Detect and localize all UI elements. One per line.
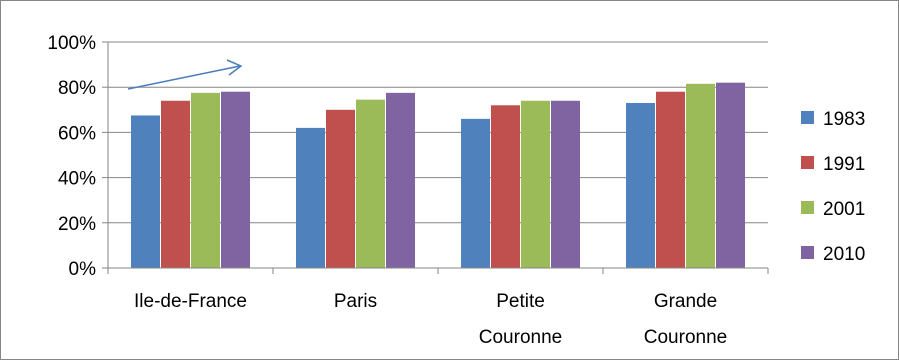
bar-1983 bbox=[626, 103, 655, 269]
x-category-label: Paris bbox=[334, 291, 377, 312]
legend-label: 1983 bbox=[823, 109, 865, 130]
x-axis-category-labels: Ile-de-France Paris Petite Couronne Grande Co… bbox=[134, 291, 727, 348]
legend-swatch bbox=[801, 201, 814, 214]
bar-2010 bbox=[716, 82, 745, 269]
bar-2010 bbox=[221, 91, 250, 268]
trend-arrow-annotation bbox=[127, 59, 243, 90]
y-tick-label: 60% bbox=[58, 123, 96, 144]
y-tick-label: 0% bbox=[69, 259, 97, 280]
arrow-shaft bbox=[127, 65, 241, 90]
bar-1983 bbox=[131, 115, 160, 268]
x-category-label: Grande bbox=[654, 291, 717, 312]
bar-2001 bbox=[356, 99, 385, 268]
legend-swatch bbox=[801, 246, 814, 259]
bar-1983 bbox=[461, 118, 490, 268]
y-axis-tick-labels: 0% 20% 40% 60% 80% 100% bbox=[47, 33, 96, 280]
bar-1991 bbox=[326, 109, 355, 268]
bar-1991 bbox=[161, 100, 190, 268]
legend-label: 2001 bbox=[823, 199, 865, 220]
y-tick-label: 40% bbox=[58, 169, 96, 190]
legend: 1983 1991 2001 2010 bbox=[801, 109, 865, 265]
x-category-label: Petite bbox=[496, 291, 545, 312]
bar-2001 bbox=[191, 92, 220, 268]
x-category-label: Couronne bbox=[644, 327, 727, 348]
legend-label: 1991 bbox=[823, 154, 865, 175]
bars bbox=[131, 82, 745, 269]
legend-swatch bbox=[801, 111, 814, 124]
bar-2010 bbox=[551, 100, 580, 268]
x-axis bbox=[107, 42, 769, 274]
y-tick-label: 20% bbox=[58, 214, 96, 235]
bar-2001 bbox=[521, 100, 550, 268]
y-tick-label: 80% bbox=[58, 78, 96, 99]
bar-1983 bbox=[296, 127, 325, 268]
y-tick-label: 100% bbox=[47, 33, 96, 54]
x-category-label: Couronne bbox=[479, 327, 562, 348]
bar-2010 bbox=[386, 92, 415, 268]
bar-1991 bbox=[491, 105, 520, 268]
bar-1991 bbox=[656, 91, 685, 268]
x-category-label: Ile-de-France bbox=[134, 291, 247, 312]
bar-2001 bbox=[686, 83, 715, 268]
legend-swatch bbox=[801, 156, 814, 169]
legend-label: 2010 bbox=[823, 244, 865, 265]
arrow-head bbox=[226, 59, 243, 76]
